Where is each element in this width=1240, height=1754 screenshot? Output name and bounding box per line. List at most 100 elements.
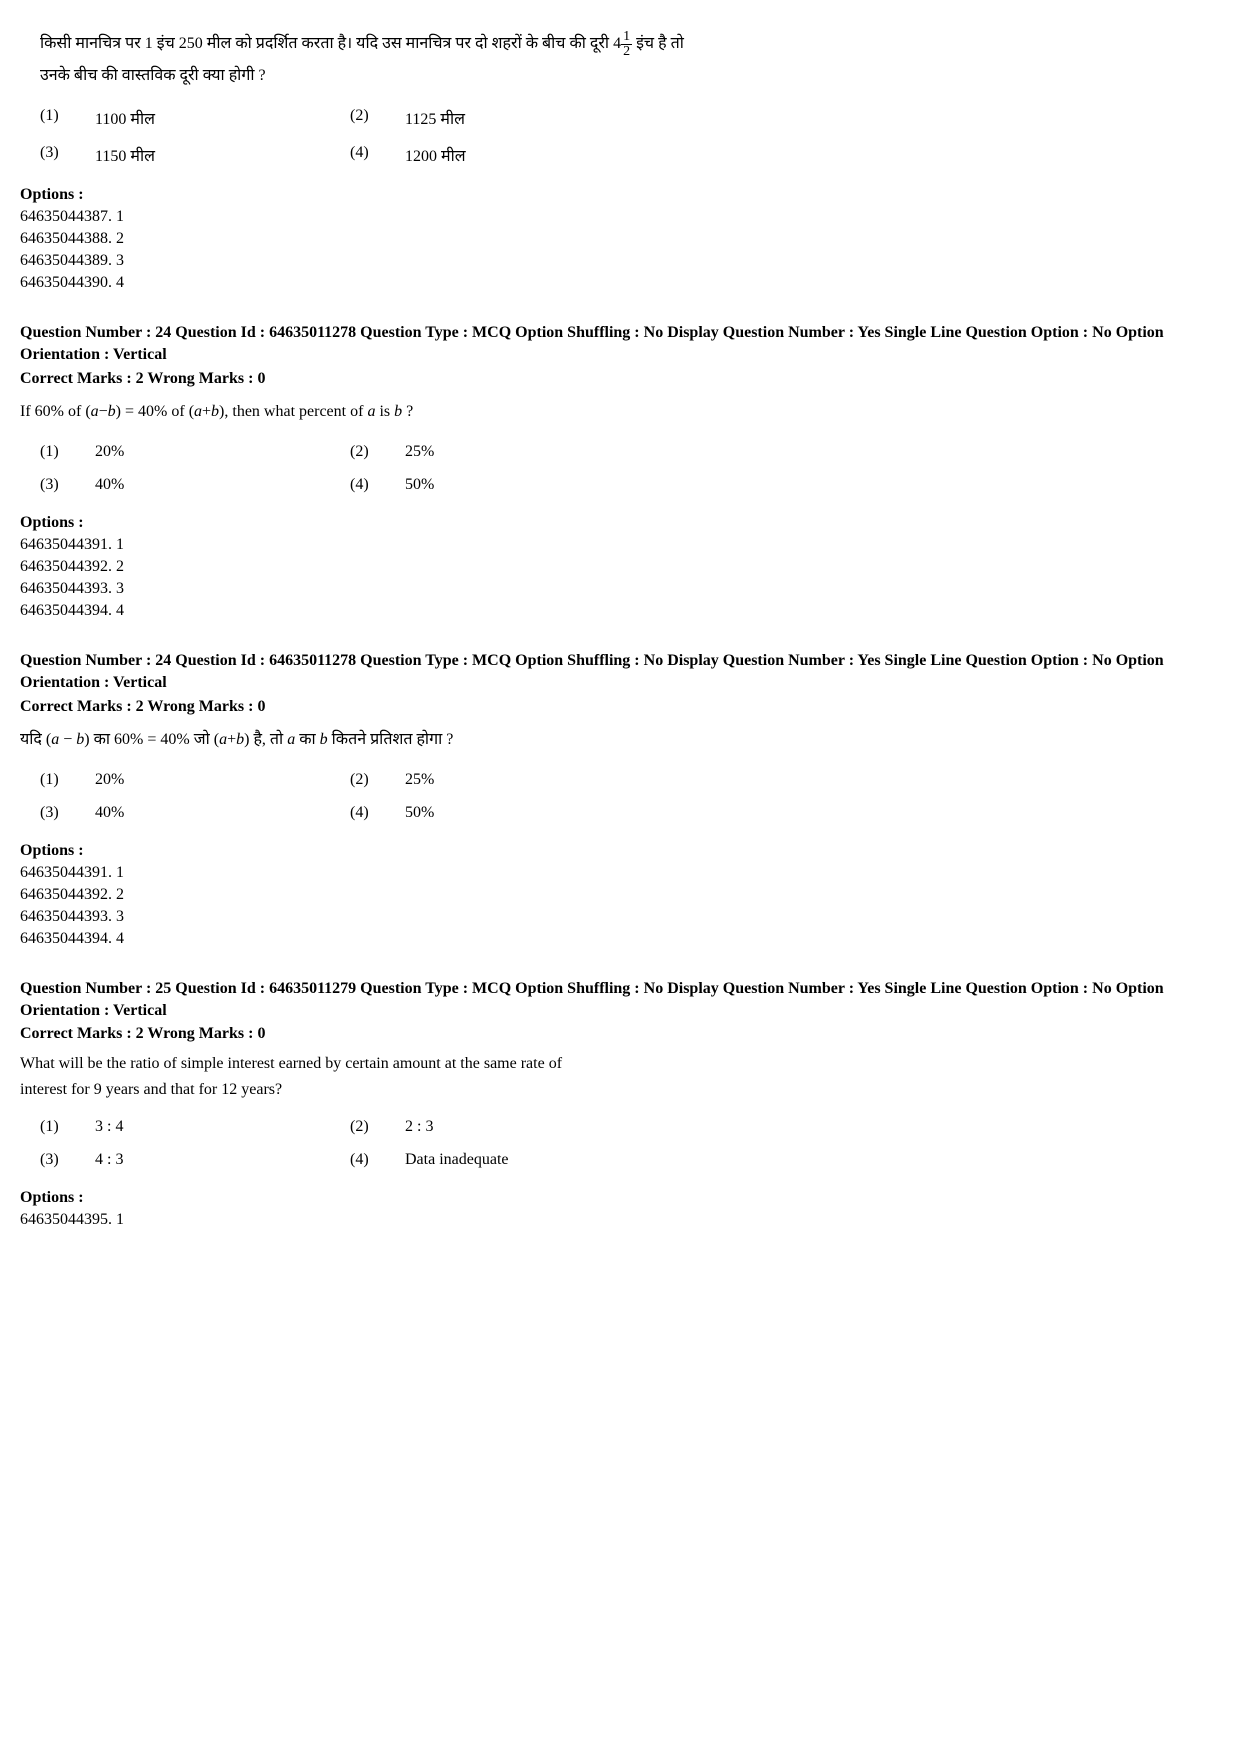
answer-number: (3) xyxy=(40,804,70,822)
option-line: 64635044393. 3 xyxy=(20,580,1220,598)
answers-grid: (1) 20% (2) 25% (3) 40% (4) 50% xyxy=(40,443,620,494)
question-marks: Correct Marks : 2 Wrong Marks : 0 xyxy=(20,698,1220,716)
question-metadata: Question Number : 25 Question Id : 64635… xyxy=(20,978,1220,1023)
answer-number: (3) xyxy=(40,476,70,494)
answer-text: 40% xyxy=(95,476,124,494)
q-text-part: , then what percent of xyxy=(224,403,367,420)
answer-number: (1) xyxy=(40,107,70,129)
answer-item: (3) 4 : 3 xyxy=(40,1151,310,1169)
question-text: किसी मानचित्र पर 1 इंच 250 मील को प्रदर्… xyxy=(40,28,1220,92)
answer-text: 50% xyxy=(405,804,434,822)
option-line: 64635044393. 3 xyxy=(20,908,1220,926)
option-line: 64635044394. 4 xyxy=(20,602,1220,620)
answer-item: (3) 40% xyxy=(40,804,310,822)
answer-text: 50% xyxy=(405,476,434,494)
q-text-part: का xyxy=(295,731,319,748)
answer-text: 4 : 3 xyxy=(95,1151,123,1169)
q-text-part: यदि xyxy=(20,731,46,748)
options-label: Options : xyxy=(20,1189,1220,1207)
answers-grid: (1) 1100 मील (2) 1125 मील (3) 1150 मील (… xyxy=(40,107,620,166)
answer-item: (4) 50% xyxy=(350,804,620,822)
q-text-part: किसी मानचित्र पर 1 इंच 250 मील को प्रदर्… xyxy=(40,35,621,52)
answer-number: (2) xyxy=(350,771,380,789)
answer-item: (4) 1200 मील xyxy=(350,144,620,166)
fraction: 12 xyxy=(621,30,632,59)
answer-text: 40% xyxy=(95,804,124,822)
answer-number: (1) xyxy=(40,443,70,461)
answer-item: (2) 2 : 3 xyxy=(350,1118,620,1136)
answer-text: 1200 मील xyxy=(405,144,466,166)
var-a: a xyxy=(91,403,99,420)
q-text-part: का 60% = 40% जो xyxy=(90,731,214,748)
answer-number: (3) xyxy=(40,1151,70,1169)
answer-item: (4) Data inadequate xyxy=(350,1151,620,1169)
answer-text: 1150 मील xyxy=(95,144,155,166)
var-b: b xyxy=(211,403,219,420)
answer-text: 1100 मील xyxy=(95,107,155,129)
answer-number: (2) xyxy=(350,443,380,461)
answers-grid: (1) 3 : 4 (2) 2 : 3 (3) 4 : 3 (4) Data i… xyxy=(40,1118,620,1169)
option-line: 64635044395. 1 xyxy=(20,1211,1220,1229)
option-line: 64635044391. 1 xyxy=(20,864,1220,882)
answer-number: (4) xyxy=(350,804,380,822)
q-text-part: उनके बीच की वास्तविक दूरी क्या होगी ? xyxy=(40,67,266,84)
minus: − xyxy=(59,731,76,748)
q-text-part: = 40% of xyxy=(121,403,189,420)
var-b: b xyxy=(394,403,402,420)
option-line: 64635044390. 4 xyxy=(20,274,1220,292)
answer-text: 3 : 4 xyxy=(95,1118,123,1136)
question-marks: Correct Marks : 2 Wrong Marks : 0 xyxy=(20,1025,1220,1043)
answer-number: (2) xyxy=(350,1118,380,1136)
answer-item: (3) 40% xyxy=(40,476,310,494)
minus: − xyxy=(99,403,108,420)
answer-text: 20% xyxy=(95,771,124,789)
var-b: b xyxy=(108,403,116,420)
q-text-part: कितने प्रतिशत होगा ? xyxy=(328,731,454,748)
option-line: 64635044392. 2 xyxy=(20,558,1220,576)
answer-text: 20% xyxy=(95,443,124,461)
q-text-part: ? xyxy=(402,403,413,420)
q-text-part: है, तो xyxy=(249,731,287,748)
answer-item: (2) 25% xyxy=(350,771,620,789)
answer-number: (1) xyxy=(40,771,70,789)
answer-number: (3) xyxy=(40,144,70,166)
answer-item: (1) 20% xyxy=(40,443,310,461)
answers-grid: (1) 20% (2) 25% (3) 40% (4) 50% xyxy=(40,771,620,822)
var-a: a xyxy=(194,403,202,420)
question-metadata: Question Number : 24 Question Id : 64635… xyxy=(20,322,1220,367)
question-text: If 60% of (a−b) = 40% of (a+b), then wha… xyxy=(20,396,1220,428)
var-a: a xyxy=(219,731,227,748)
answer-item: (3) 1150 मील xyxy=(40,144,310,166)
plus: + xyxy=(202,403,211,420)
option-line: 64635044389. 3 xyxy=(20,252,1220,270)
answer-number: (1) xyxy=(40,1118,70,1136)
answer-number: (4) xyxy=(350,476,380,494)
options-label: Options : xyxy=(20,514,1220,532)
answer-item: (1) 20% xyxy=(40,771,310,789)
question-text: What will be the ratio of simple interes… xyxy=(20,1051,1220,1102)
q-text-part: What will be the ratio of simple interes… xyxy=(20,1055,562,1072)
answer-item: (2) 1125 मील xyxy=(350,107,620,129)
option-line: 64635044394. 4 xyxy=(20,930,1220,948)
answer-item: (4) 50% xyxy=(350,476,620,494)
options-label: Options : xyxy=(20,842,1220,860)
options-label: Options : xyxy=(20,186,1220,204)
answer-number: (2) xyxy=(350,107,380,129)
answer-item: (1) 1100 मील xyxy=(40,107,310,129)
var-a: a xyxy=(287,731,295,748)
answer-text: Data inadequate xyxy=(405,1151,509,1169)
q-text-part: इंच है तो xyxy=(632,35,684,52)
option-line: 64635044391. 1 xyxy=(20,536,1220,554)
option-line: 64635044388. 2 xyxy=(20,230,1220,248)
answer-number: (4) xyxy=(350,1151,380,1169)
answer-item: (1) 3 : 4 xyxy=(40,1118,310,1136)
question-marks: Correct Marks : 2 Wrong Marks : 0 xyxy=(20,370,1220,388)
answer-text: 25% xyxy=(405,771,434,789)
plus: + xyxy=(227,731,236,748)
answer-text: 2 : 3 xyxy=(405,1118,433,1136)
var-b: b xyxy=(236,731,244,748)
var-b: b xyxy=(320,731,328,748)
q-text-part: is xyxy=(375,403,394,420)
option-line: 64635044387. 1 xyxy=(20,208,1220,226)
answer-text: 25% xyxy=(405,443,434,461)
